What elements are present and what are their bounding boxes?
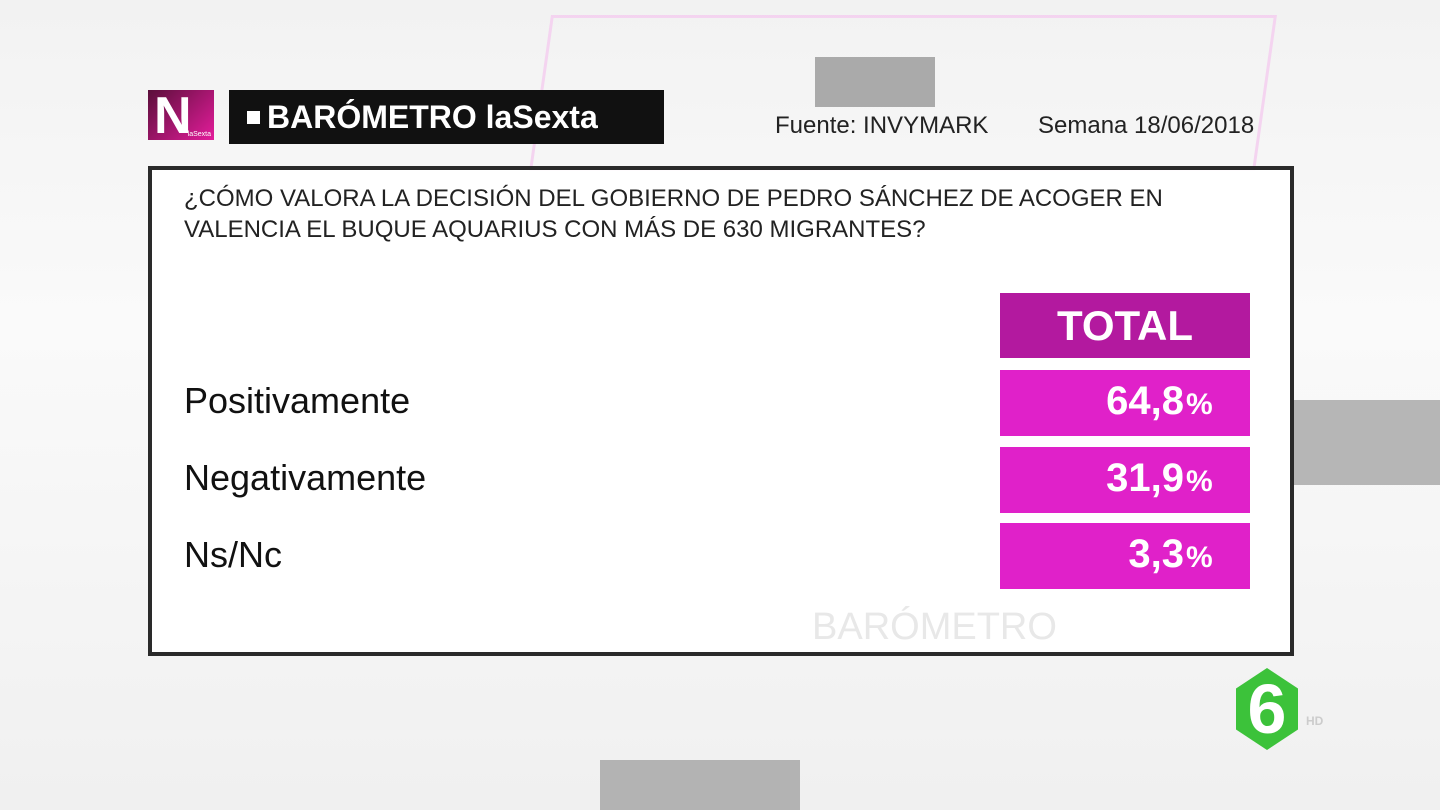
logo: N laSexta (148, 87, 214, 145)
logo-sub: laSexta (187, 131, 211, 138)
brand-bar: BARÓMETRO laSexta (229, 90, 664, 144)
row-label: Negativamente (184, 457, 427, 498)
watermark: BARÓMETRO (812, 606, 1057, 648)
value: 31,9 (1106, 456, 1184, 500)
value: 64,8 (1106, 379, 1184, 423)
channel-logo: 6 (1236, 668, 1298, 750)
week: Semana 18/06/2018 (1038, 112, 1255, 139)
unit: % (1186, 388, 1213, 421)
value: 3,3 (1128, 532, 1184, 576)
value-cell: 31,9 % (1000, 447, 1250, 513)
unit: % (1186, 465, 1213, 498)
value-cell: 3,3 % (1000, 523, 1250, 589)
channel-hd: HD (1306, 714, 1324, 728)
brand-title: BARÓMETRO laSexta (267, 99, 598, 135)
value-cell: 64,8 % (1000, 370, 1250, 436)
row-label: Ns/Nc (184, 534, 282, 575)
unit: % (1186, 541, 1213, 574)
background-shape (600, 760, 800, 810)
question: ¿CÓMO VALORA LA DECISIÓN DEL GOBIERNO DE… (184, 185, 1163, 243)
background-shape (1290, 400, 1440, 485)
bullet (247, 111, 260, 124)
column-header: TOTAL (1000, 293, 1250, 358)
source: Fuente: INVYMARK (775, 112, 989, 139)
logo-letter: N (154, 87, 192, 145)
row-label: Positivamente (184, 380, 411, 421)
background-shape (815, 57, 935, 107)
